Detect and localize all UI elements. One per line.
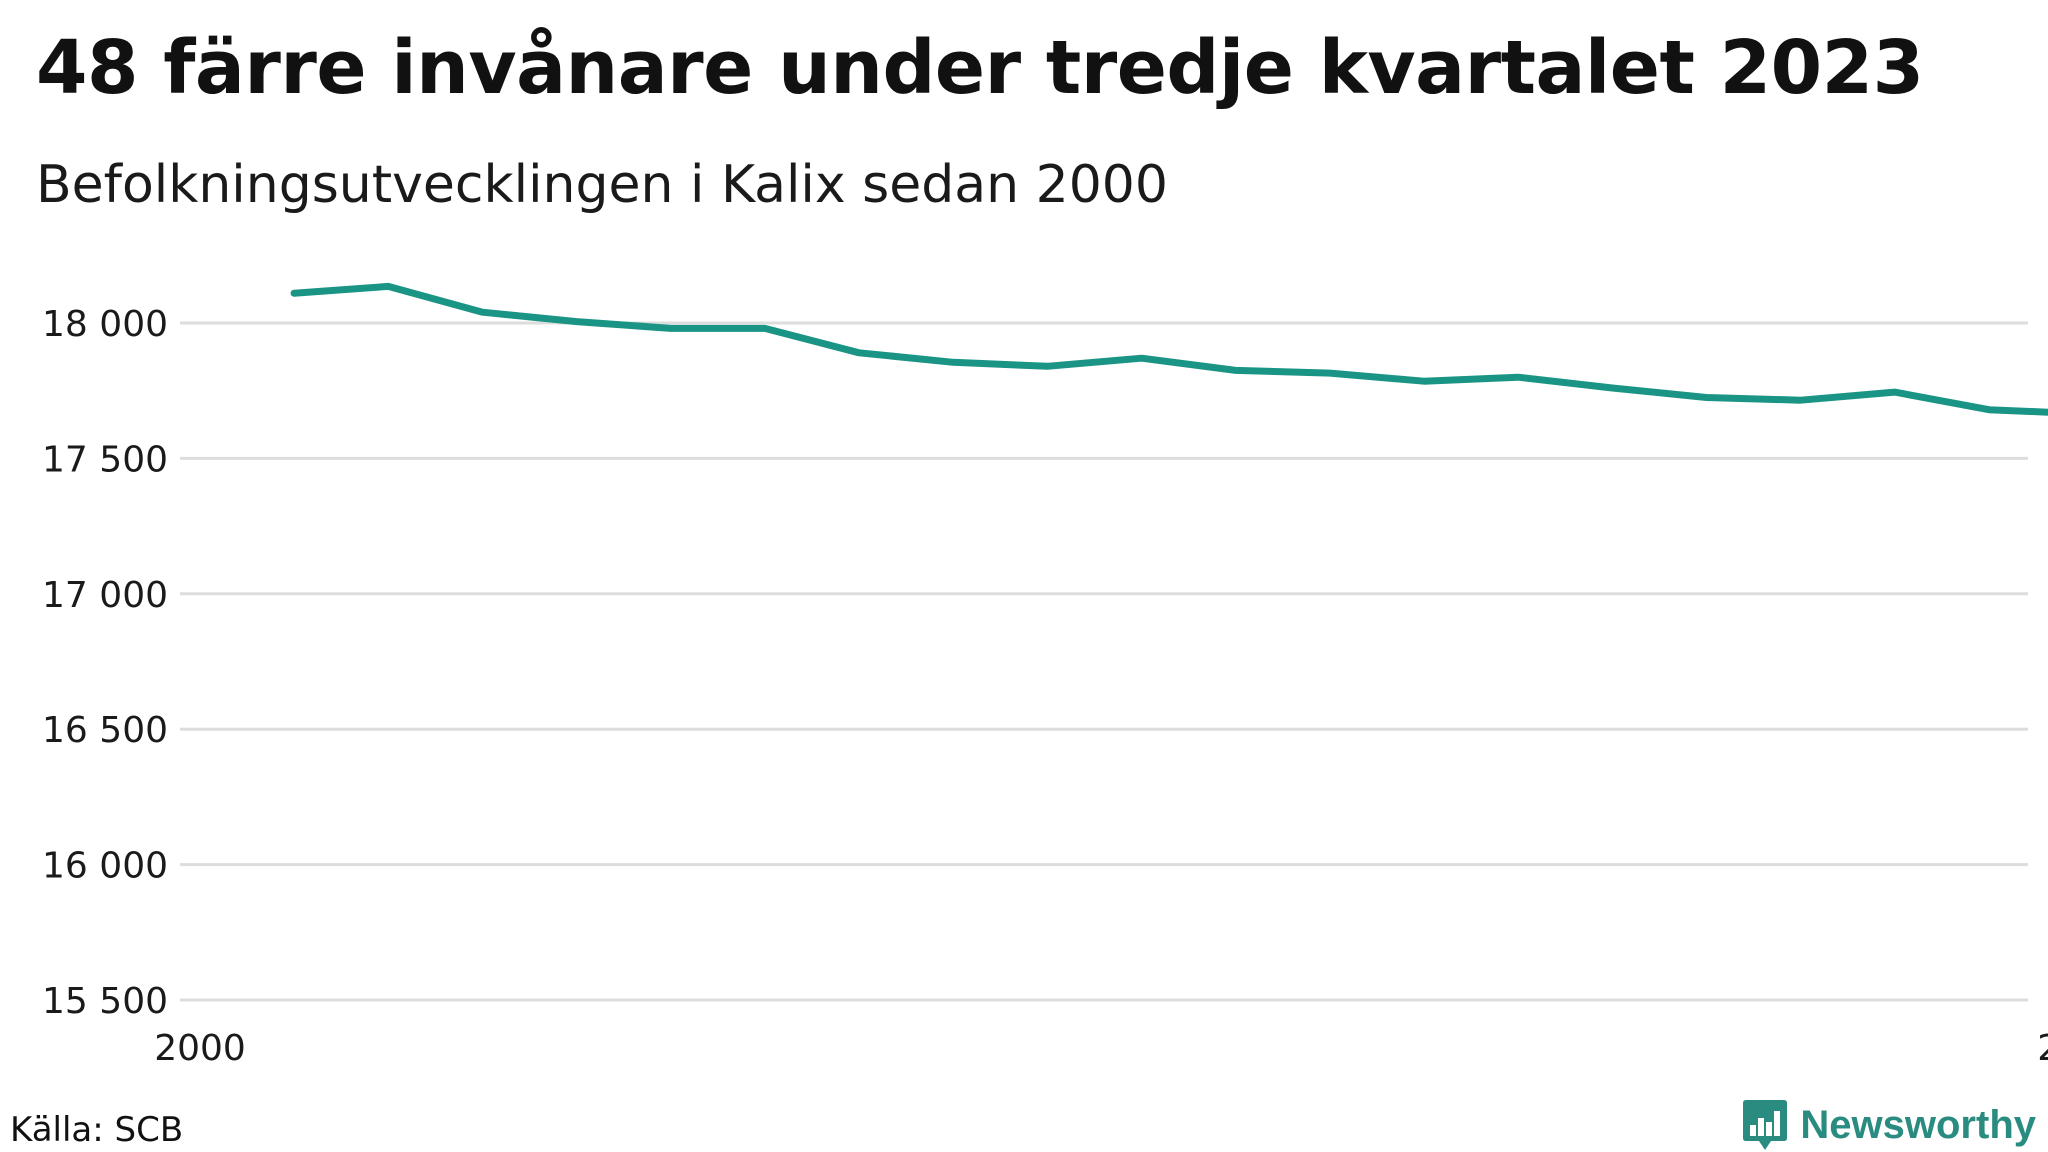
- y-tick-label: 15 500: [42, 981, 168, 1022]
- y-tick-label: 17 000: [42, 575, 168, 616]
- source-note: Källa: SCB: [10, 1110, 184, 1150]
- y-tick-label: 16 000: [42, 846, 168, 887]
- x-tick-label: 2005: [2037, 1028, 2048, 1069]
- bar-chart-icon: [1743, 1100, 1788, 1150]
- chart-title: 48 färre invånare under tredje kvartalet…: [36, 25, 1924, 111]
- brand-name: Newsworthy: [1800, 1102, 2036, 1147]
- chart-subtitle: Befolkningsutvecklingen i Kalix sedan 20…: [36, 155, 1168, 215]
- population-line: [290, 282, 2048, 416]
- x-tick-label: 2000: [154, 1028, 246, 1069]
- y-tick-label: 17 500: [42, 439, 168, 480]
- y-tick-label: 18 000: [42, 304, 168, 345]
- newsworthy-logo[interactable]: Newsworthy: [1742, 1098, 2036, 1152]
- y-tick-label: 16 500: [42, 710, 168, 751]
